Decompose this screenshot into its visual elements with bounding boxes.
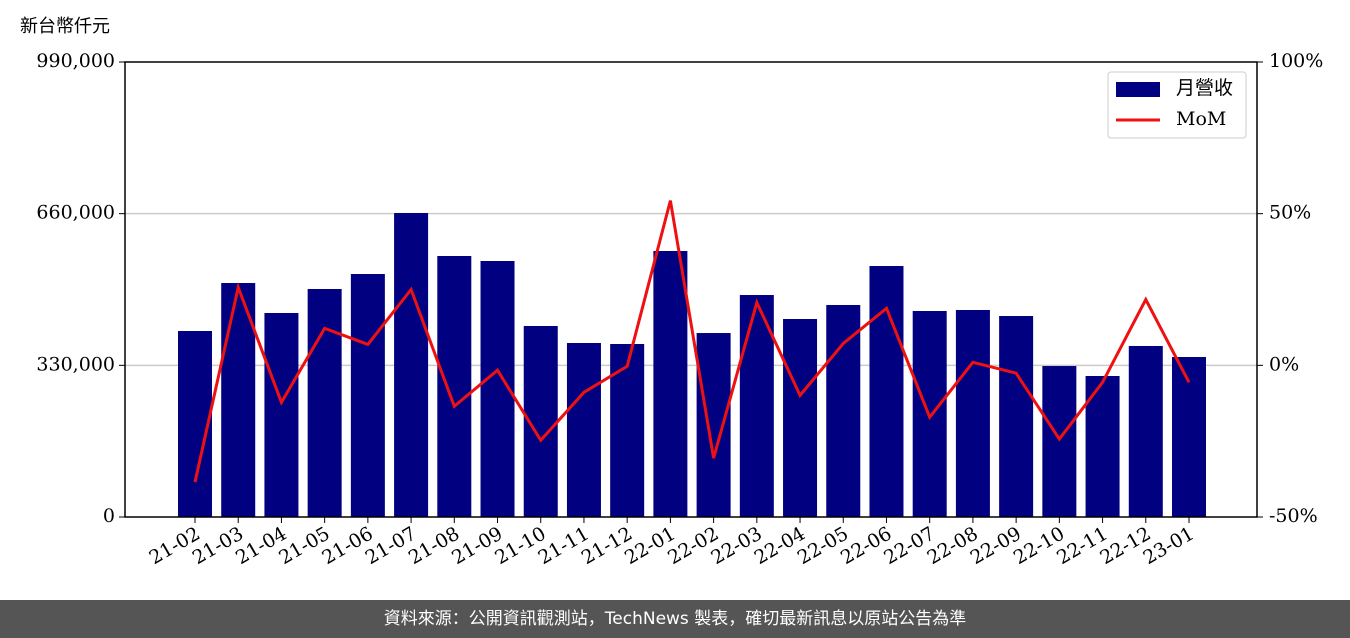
y-tick-label: 660,000: [36, 202, 115, 224]
line: [193, 200, 1191, 483]
y-tick-label: 330,000: [36, 353, 115, 375]
bar: [1172, 357, 1206, 517]
bar: [739, 295, 774, 517]
y2-tick-label: 50%: [1269, 202, 1311, 224]
bar: [955, 309, 990, 517]
y2-tick-label: 0%: [1269, 353, 1299, 375]
bar: [307, 288, 342, 517]
bar: [869, 266, 904, 517]
legend-swatch: [1116, 82, 1160, 97]
y-tick-label: 990,000: [36, 50, 115, 72]
y2-tick-label: 100%: [1269, 50, 1323, 72]
plot-frame: [124, 61, 1258, 518]
chart: 新台幣仟元 0 330,000 660,000 990,000 -50% 0% 50% 100…: [20, 16, 1323, 569]
bar: [999, 316, 1034, 517]
legend-label: 月營收: [1176, 77, 1233, 99]
bar: [1128, 345, 1163, 517]
bar: [437, 255, 472, 517]
y2-tick-label: -50%: [1269, 505, 1318, 527]
bar: [221, 283, 256, 517]
bar: [783, 319, 818, 517]
bar: [566, 342, 601, 517]
bar: [394, 213, 429, 517]
bar: [826, 304, 861, 517]
bar: [653, 250, 688, 518]
bar: [178, 331, 212, 517]
y-tick-label: 0: [103, 505, 115, 527]
x-tick-label: 23-01: [1140, 523, 1198, 569]
bar: [350, 274, 385, 517]
footer: 資料來源：公開資訊觀測站，TechNews 製表，確切最新訊息以原站公告為準: [0, 600, 1350, 638]
unit-label: 新台幣仟元: [20, 16, 110, 37]
bar: [610, 344, 645, 517]
bar: [264, 312, 299, 517]
bar: [696, 333, 731, 517]
legend-label: MoM: [1176, 108, 1226, 130]
